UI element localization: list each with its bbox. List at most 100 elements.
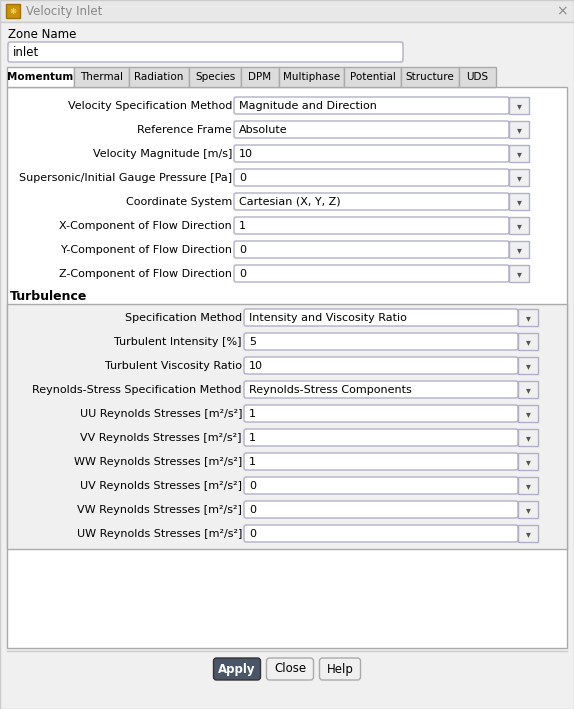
Text: Help: Help (327, 662, 354, 676)
Text: 10: 10 (239, 149, 253, 159)
Text: ▾: ▾ (517, 149, 521, 159)
FancyBboxPatch shape (244, 405, 518, 422)
Bar (518, 477, 538, 494)
Bar (7, 304, 567, 549)
Text: 0: 0 (249, 481, 256, 491)
Text: 0: 0 (249, 505, 256, 515)
FancyBboxPatch shape (244, 381, 518, 398)
Text: Reynolds-Stress Specification Method: Reynolds-Stress Specification Method (33, 385, 242, 395)
Text: VW Reynolds Stresses [m²/s²]: VW Reynolds Stresses [m²/s²] (77, 505, 242, 515)
Bar (518, 501, 538, 518)
Text: 1: 1 (249, 409, 256, 419)
Bar (518, 309, 538, 326)
Text: Coordinate System: Coordinate System (126, 197, 232, 207)
Text: Close: Close (274, 662, 306, 676)
Text: 10: 10 (249, 361, 263, 371)
Text: ▾: ▾ (517, 269, 521, 279)
Bar (7, 67, 74, 87)
FancyBboxPatch shape (320, 658, 360, 680)
Bar (74, 67, 129, 87)
FancyBboxPatch shape (244, 501, 518, 518)
FancyBboxPatch shape (234, 265, 509, 282)
Bar (509, 217, 529, 234)
Bar (518, 429, 538, 446)
Text: 0: 0 (239, 245, 246, 255)
FancyBboxPatch shape (234, 97, 509, 114)
Bar (459, 67, 496, 87)
Bar (189, 67, 241, 87)
Text: UU Reynolds Stresses [m²/s²]: UU Reynolds Stresses [m²/s²] (80, 409, 242, 419)
Text: ▾: ▾ (517, 245, 521, 255)
Text: 1: 1 (249, 433, 256, 443)
Text: inlet: inlet (13, 45, 39, 59)
Text: Multiphase: Multiphase (283, 72, 340, 82)
FancyBboxPatch shape (234, 121, 509, 138)
Text: 1: 1 (249, 457, 256, 467)
Bar (344, 67, 401, 87)
Bar (509, 241, 529, 258)
Bar (509, 193, 529, 210)
Bar (279, 67, 344, 87)
Text: ▾: ▾ (517, 173, 521, 183)
FancyBboxPatch shape (234, 145, 509, 162)
Bar (518, 525, 538, 542)
Text: ❋: ❋ (10, 6, 17, 16)
Text: ▾: ▾ (526, 505, 530, 515)
FancyBboxPatch shape (266, 658, 313, 680)
Text: Turbulent Viscosity Ratio: Turbulent Viscosity Ratio (105, 361, 242, 371)
FancyBboxPatch shape (244, 429, 518, 446)
Bar (518, 357, 538, 374)
Text: Absolute: Absolute (239, 125, 288, 135)
Bar (0, 0, 574, 22)
FancyBboxPatch shape (214, 658, 261, 680)
Text: UW Reynolds Stresses [m²/s²]: UW Reynolds Stresses [m²/s²] (76, 529, 242, 539)
Text: ▾: ▾ (517, 101, 521, 111)
FancyBboxPatch shape (244, 525, 518, 542)
Bar (6, 4, 20, 18)
Text: Magnitude and Direction: Magnitude and Direction (239, 101, 377, 111)
Bar (7, 87, 567, 648)
Bar (518, 405, 538, 422)
Text: ▾: ▾ (526, 409, 530, 419)
Text: ▾: ▾ (517, 221, 521, 231)
Text: Y-Component of Flow Direction: Y-Component of Flow Direction (61, 245, 232, 255)
Text: ▾: ▾ (517, 197, 521, 207)
Text: Velocity Magnitude [m/s]: Velocity Magnitude [m/s] (92, 149, 232, 159)
Text: ▾: ▾ (526, 529, 530, 539)
FancyBboxPatch shape (244, 333, 518, 350)
Bar (241, 67, 279, 87)
Bar (518, 453, 538, 470)
Text: Velocity Inlet: Velocity Inlet (26, 4, 102, 18)
Text: 0: 0 (239, 173, 246, 183)
Bar (401, 67, 459, 87)
Text: 5: 5 (249, 337, 256, 347)
Text: ×: × (556, 4, 568, 18)
FancyBboxPatch shape (244, 453, 518, 470)
Text: ▾: ▾ (526, 337, 530, 347)
Text: Specification Method: Specification Method (125, 313, 242, 323)
Bar (509, 121, 529, 138)
Text: Momentum: Momentum (7, 72, 73, 82)
Text: Zone Name: Zone Name (8, 28, 76, 40)
Text: Z-Component of Flow Direction: Z-Component of Flow Direction (59, 269, 232, 279)
FancyBboxPatch shape (234, 169, 509, 186)
Text: ▾: ▾ (526, 457, 530, 467)
Text: 1: 1 (239, 221, 246, 231)
Bar (518, 333, 538, 350)
Text: Intensity and Viscosity Ratio: Intensity and Viscosity Ratio (249, 313, 407, 323)
Text: Reynolds-Stress Components: Reynolds-Stress Components (249, 385, 412, 395)
Bar (509, 169, 529, 186)
FancyBboxPatch shape (234, 217, 509, 234)
Text: Thermal: Thermal (80, 72, 123, 82)
Text: Reference Frame: Reference Frame (137, 125, 232, 135)
Text: Velocity Specification Method: Velocity Specification Method (68, 101, 232, 111)
Text: Radiation: Radiation (134, 72, 184, 82)
Text: X-Component of Flow Direction: X-Component of Flow Direction (59, 221, 232, 231)
FancyBboxPatch shape (244, 309, 518, 326)
Text: 0: 0 (239, 269, 246, 279)
Text: Cartesian (X, Y, Z): Cartesian (X, Y, Z) (239, 197, 340, 207)
FancyBboxPatch shape (8, 42, 403, 62)
FancyBboxPatch shape (244, 477, 518, 494)
FancyBboxPatch shape (244, 357, 518, 374)
Text: Species: Species (195, 72, 235, 82)
